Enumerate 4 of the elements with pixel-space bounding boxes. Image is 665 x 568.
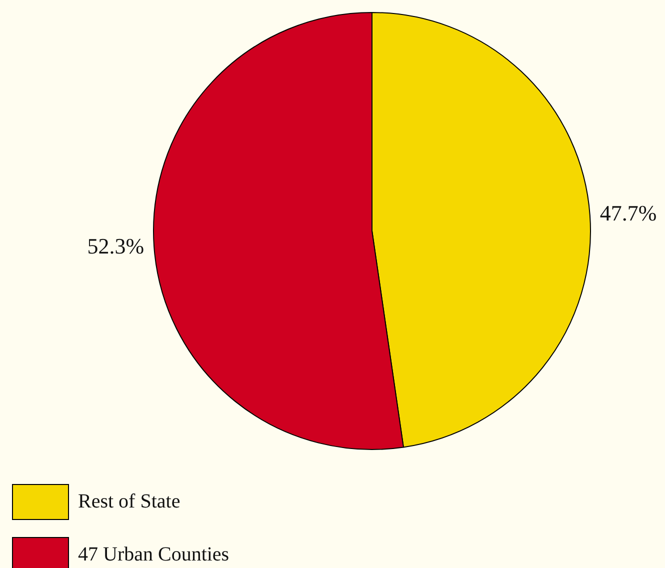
data-label: 47.7% [600,200,657,226]
data-label: 52.3% [87,233,144,258]
legend-label: 47 Urban Counties [78,543,230,566]
legend-label: Rest of State [78,490,180,512]
